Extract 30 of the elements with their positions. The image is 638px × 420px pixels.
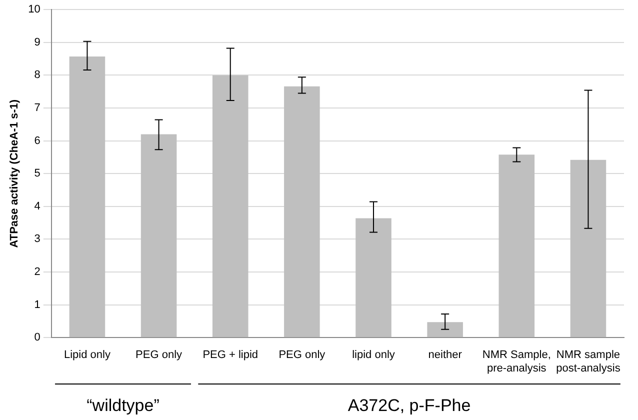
x-tick-label: NMR Sample, pre-analysis <box>482 349 551 374</box>
bar <box>356 218 392 338</box>
x-tick-label: PEG + lipid <box>202 349 258 362</box>
x-tick-label: Lipid only <box>64 349 111 362</box>
bar <box>140 134 177 338</box>
bar <box>212 75 248 338</box>
y-tick-label: 3 <box>34 233 40 246</box>
text: A372C, p-F-Phe <box>348 396 471 416</box>
text: “wildtype” <box>86 396 160 416</box>
y-tick-label: 9 <box>34 36 40 48</box>
y-tick-label: 4 <box>34 200 40 212</box>
x-tick-label: lipid only <box>352 349 396 362</box>
y-tick-label: 2 <box>34 266 40 278</box>
bar <box>284 86 320 338</box>
x-tick-label: neither <box>428 349 462 362</box>
y-tick-label: 5 <box>34 168 40 180</box>
y-tick-label: 8 <box>34 69 40 82</box>
bar <box>427 322 463 338</box>
y-tick-label: 10 <box>28 4 40 16</box>
x-tick-label: PEG only <box>278 349 326 362</box>
bar <box>69 56 106 338</box>
y-tick-label: 0 <box>34 332 40 344</box>
bar <box>498 154 535 338</box>
y-tick-label: 7 <box>34 102 40 114</box>
bar <box>570 160 606 338</box>
y-tick-label: 6 <box>34 134 40 147</box>
x-tick-label: NMR sample post-analysis <box>556 349 621 374</box>
y-axis-title: ATPase activity (CheA-1 s-1) <box>8 99 21 248</box>
y-tick-label: 1 <box>34 298 40 311</box>
x-tick-label: PEG only <box>136 349 183 362</box>
